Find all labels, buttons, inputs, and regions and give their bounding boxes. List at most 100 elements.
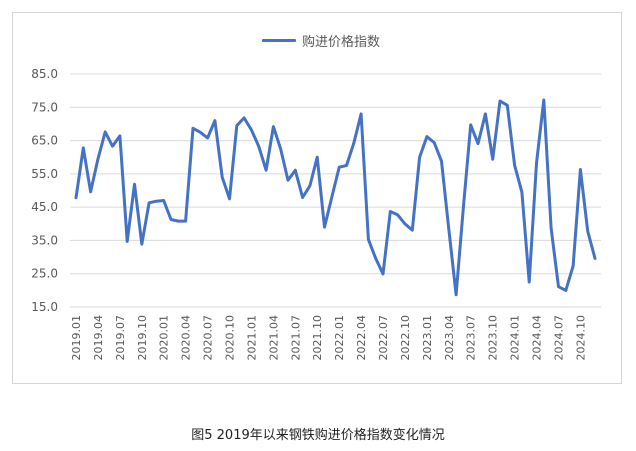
x-tick-label: 2021.10: [311, 315, 324, 361]
data-point: [520, 191, 524, 194]
data-point: [82, 146, 85, 150]
data-point: [506, 104, 509, 107]
x-tick-label: 2022.07: [377, 315, 390, 361]
data-point: [74, 196, 78, 199]
data-point: [169, 218, 173, 221]
x-tick-label: 2021.01: [245, 315, 258, 361]
data-point: [257, 145, 260, 148]
data-point: [586, 229, 589, 233]
data-point: [498, 99, 502, 103]
y-tick-label: 75.0: [31, 100, 58, 114]
data-point: [557, 285, 560, 288]
data-point: [528, 280, 531, 284]
data-point: [221, 176, 224, 179]
data-point: [206, 136, 209, 140]
y-tick-label: 85.0: [31, 67, 58, 81]
data-point: [367, 238, 370, 241]
data-point: [235, 124, 238, 127]
y-tick-label: 35.0: [31, 233, 58, 247]
x-tick-label: 2022.01: [333, 315, 346, 361]
x-tick-label: 2023.04: [443, 315, 456, 361]
line-chart: 85.0 75.0 65.0 55.0 45.0 35.0 25.0 15.0 2019.01…: [31, 67, 601, 361]
data-point: [104, 130, 107, 134]
data-point: [140, 242, 143, 246]
x-axis-labels: 2019.01 2019.04 2019.07 2019.10 2020.01 2020.…: [70, 315, 587, 361]
data-point: [323, 225, 326, 229]
data-point: [316, 156, 319, 159]
data-point: [126, 240, 129, 243]
data-point: [381, 272, 385, 276]
data-point: [549, 226, 553, 230]
data-point: [374, 257, 377, 260]
data-point: [418, 156, 421, 159]
data-point: [162, 199, 165, 202]
legend: 购进价格指数: [262, 31, 380, 50]
data-point: [286, 179, 290, 182]
x-tick-label: 2024.07: [552, 315, 565, 361]
data-point: [513, 164, 516, 167]
data-point: [542, 98, 545, 102]
data-point: [279, 148, 282, 151]
data-point: [433, 141, 436, 144]
data-point: [484, 112, 487, 116]
legend-swatch: [262, 39, 296, 42]
data-point: [147, 201, 151, 204]
x-tick-label: 2024.01: [509, 315, 522, 361]
data-point: [96, 158, 100, 161]
figure-caption: 图5 2019年以来钢铁购进价格指数变化情况: [191, 428, 445, 443]
x-tick-label: 2019.07: [114, 315, 127, 361]
data-point: [118, 134, 122, 138]
data-point: [411, 228, 414, 232]
x-tick-label: 2023.01: [421, 315, 434, 361]
x-tick-label: 2023.10: [487, 315, 500, 361]
x-tick-label: 2019.04: [92, 315, 105, 361]
data-point: [199, 131, 202, 134]
y-tick-label: 65.0: [31, 134, 58, 148]
data-point: [228, 197, 231, 200]
legend-label: 购进价格指数: [302, 35, 381, 50]
x-tick-label: 2020.10: [224, 315, 237, 361]
y-tick-label: 15.0: [31, 300, 58, 314]
data-point: [301, 196, 304, 199]
y-tick-label: 25.0: [31, 267, 58, 281]
data-point: [184, 219, 187, 223]
data-point: [213, 119, 217, 122]
data-point: [338, 166, 341, 169]
x-tick-label: 2020.01: [158, 315, 171, 361]
data-point: [462, 205, 465, 209]
x-tick-label: 2020.07: [202, 315, 215, 361]
data-point: [111, 145, 114, 148]
data-point: [469, 123, 472, 127]
data-point: [491, 158, 494, 161]
x-tick-label: 2023.07: [465, 315, 478, 361]
x-tick-label: 2022.10: [399, 315, 412, 361]
data-point: [389, 210, 392, 213]
data-point: [396, 213, 399, 216]
x-tick-label: 2021.07: [289, 315, 302, 361]
data-point: [89, 190, 92, 193]
data-point: [359, 112, 363, 116]
data-point: [447, 227, 450, 231]
data-point: [440, 160, 443, 163]
y-tick-label: 55.0: [31, 167, 58, 181]
data-point: [294, 169, 297, 172]
series-line: [74, 98, 597, 297]
data-point: [177, 219, 180, 223]
data-point: [571, 264, 575, 268]
x-tick-label: 2021.04: [267, 315, 280, 361]
data-point: [476, 142, 480, 145]
data-point: [250, 128, 253, 132]
x-tick-label: 2019.10: [136, 315, 149, 361]
gridlines: [70, 73, 601, 308]
data-point: [133, 183, 136, 186]
data-point: [155, 200, 158, 203]
data-point: [330, 196, 333, 199]
data-point: [454, 293, 458, 296]
data-point: [352, 142, 355, 145]
data-point: [425, 135, 429, 138]
data-point: [535, 162, 538, 165]
data-point: [272, 125, 275, 128]
data-point: [191, 127, 195, 130]
data-point: [593, 257, 597, 260]
data-point: [403, 222, 407, 225]
